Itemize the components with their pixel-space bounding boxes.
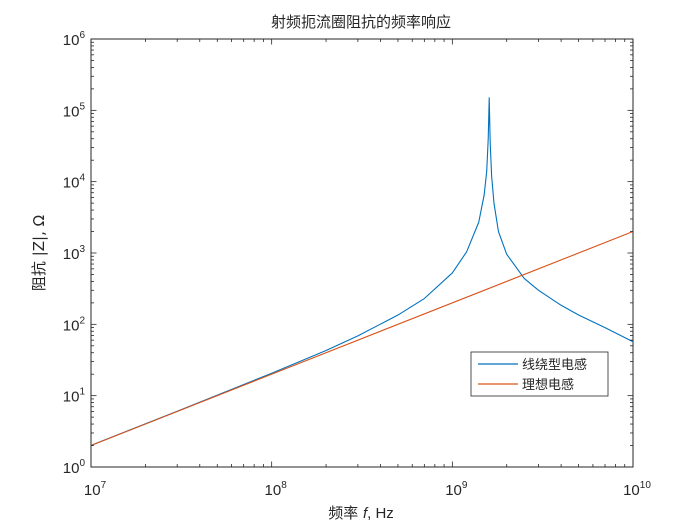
chart-title: 射频扼流圈阻抗的频率响应: [271, 13, 451, 31]
y-tick-label: 102: [63, 315, 86, 334]
y-tick-label: 105: [63, 101, 86, 120]
legend-box: [470, 351, 609, 397]
y-tick-label: 100: [63, 458, 86, 477]
x-tick-label: 109: [445, 480, 468, 499]
x-tick-label: 108: [265, 480, 288, 499]
x-axis-label-prefix: 频率: [328, 504, 363, 522]
legend: 线绕型电感 理想电感: [470, 351, 609, 397]
series-layer: [90, 97, 634, 447]
legend-label-0: 线绕型电感: [522, 357, 587, 373]
series-line-0: [90, 97, 634, 446]
tick-layer: 107 108 109 1010 100 101 102 103 104 105 106: [63, 30, 652, 499]
x-axis-label-suffix: , Hz: [367, 505, 394, 522]
x-tick-label: 1010: [623, 480, 651, 499]
legend-label-1: 理想电感: [522, 377, 574, 393]
y-tick-label: 106: [63, 30, 86, 49]
y-tick-label: 104: [63, 173, 86, 192]
x-axis-label-var: f: [363, 505, 369, 522]
x-axis-label: 频率 f, Hz: [328, 504, 394, 522]
series-line-1: [90, 231, 634, 447]
y-tick-label: 101: [63, 387, 86, 406]
y-axis-label: 阻抗 |Z|, Ω: [30, 215, 48, 291]
x-tick-label: 107: [84, 480, 107, 499]
y-tick-label: 103: [63, 244, 86, 263]
plot-area: [90, 38, 634, 468]
